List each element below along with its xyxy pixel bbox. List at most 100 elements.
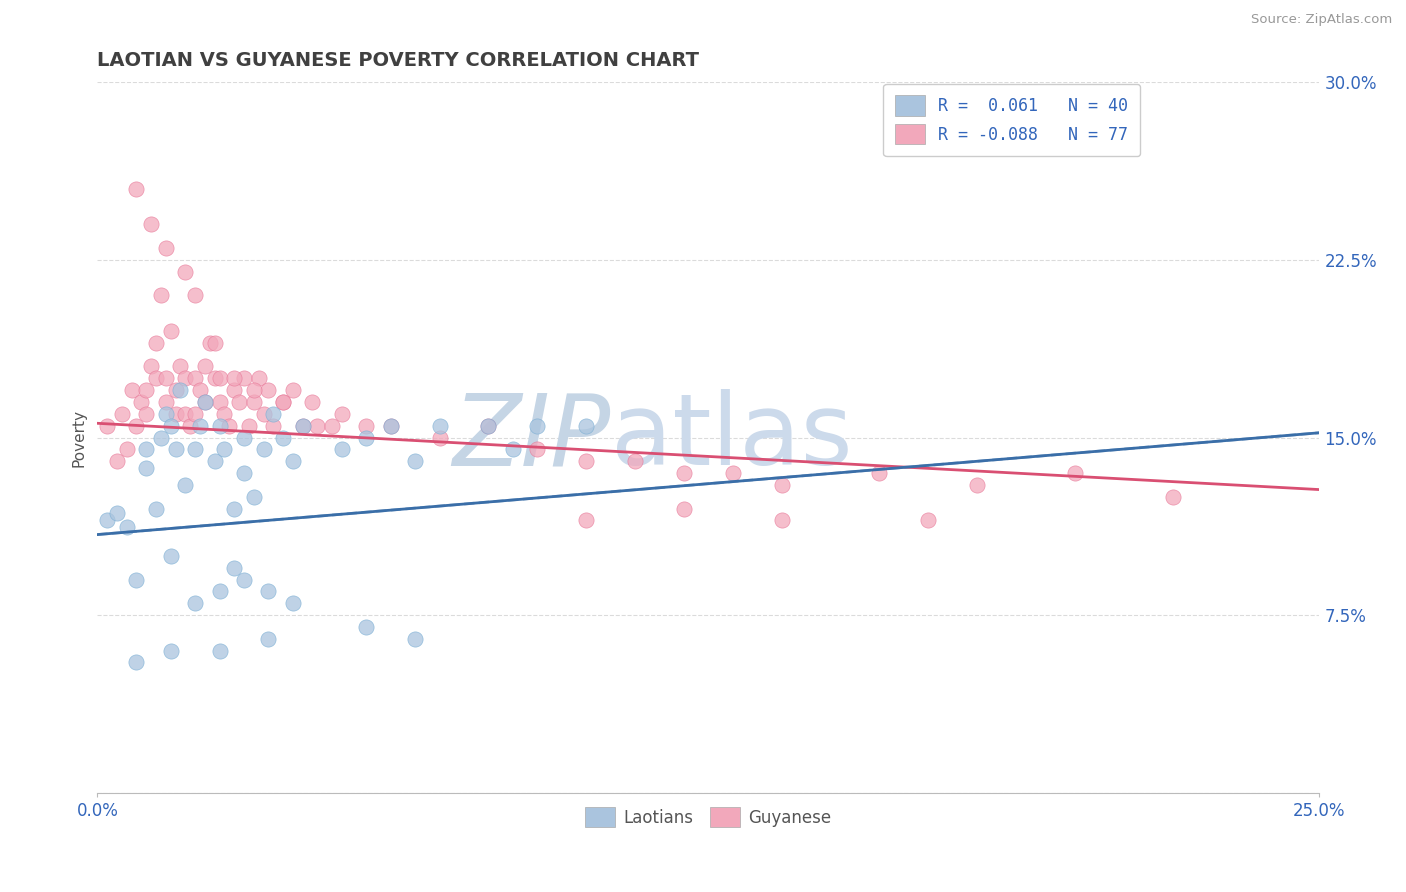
Point [257,383,280,397]
Point [179,418,201,433]
Point [184,596,207,610]
Point [155,371,177,385]
Point [242,490,264,504]
Point [224,560,246,574]
Point [165,407,187,421]
Point [271,395,294,409]
Point [139,218,162,232]
Point [208,371,231,385]
Point [301,395,323,409]
Point [380,418,402,433]
Point [869,466,891,480]
Point [159,643,181,657]
Point [238,418,260,433]
Text: ZIP: ZIP [453,389,610,486]
Point [770,478,793,492]
Point [184,288,207,302]
Point [135,461,157,475]
Point [145,501,167,516]
Point [429,430,451,444]
Point [169,359,191,374]
Point [271,395,294,409]
Point [125,656,148,670]
Point [672,466,695,480]
Point [575,454,598,468]
Point [174,265,197,279]
Point [214,442,236,457]
Point [770,513,793,527]
Point [252,442,274,457]
Point [252,407,274,421]
Point [526,442,548,457]
Point [125,182,148,196]
Point [242,383,264,397]
Point [218,418,240,433]
Point [247,371,270,385]
Point [721,466,744,480]
Point [271,430,294,444]
Point [184,407,207,421]
Point [575,513,598,527]
Point [169,383,191,397]
Point [380,418,402,433]
Point [115,442,138,457]
Point [174,371,197,385]
Point [477,418,499,433]
Point [174,407,197,421]
Point [131,395,153,409]
Point [198,335,221,350]
Point [354,430,377,444]
Point [155,407,177,421]
Point [257,632,280,646]
Point [477,418,499,433]
Text: Source: ZipAtlas.com: Source: ZipAtlas.com [1251,13,1392,27]
Point [208,395,231,409]
Point [188,418,211,433]
Point [262,407,284,421]
Point [204,371,226,385]
Point [354,620,377,634]
Text: atlas: atlas [610,389,852,486]
Point [672,501,695,516]
Point [155,395,177,409]
Point [125,418,148,433]
Point [105,454,128,468]
Legend: Laotians, Guyanese: Laotians, Guyanese [578,800,838,834]
Point [105,506,128,520]
Point [233,371,256,385]
Point [330,442,353,457]
Point [174,478,197,492]
Point [1064,466,1087,480]
Point [184,442,207,457]
Point [135,407,157,421]
Point [291,418,314,433]
Point [135,442,157,457]
Point [966,478,988,492]
Point [145,335,167,350]
Point [1161,490,1184,504]
Point [111,407,134,421]
Point [307,418,329,433]
Point [502,442,524,457]
Point [96,418,118,433]
Point [165,383,187,397]
Point [121,383,143,397]
Point [139,359,162,374]
Point [224,501,246,516]
Point [624,454,647,468]
Point [204,335,226,350]
Text: LAOTIAN VS GUYANESE POVERTY CORRELATION CHART: LAOTIAN VS GUYANESE POVERTY CORRELATION … [97,51,699,70]
Point [149,288,172,302]
Point [228,395,250,409]
Point [404,632,426,646]
Point [194,395,217,409]
Point [135,383,157,397]
Point [330,407,353,421]
Point [281,383,304,397]
Point [149,430,172,444]
Point [115,520,138,534]
Point [165,442,187,457]
Point [321,418,343,433]
Point [575,418,598,433]
Point [214,407,236,421]
